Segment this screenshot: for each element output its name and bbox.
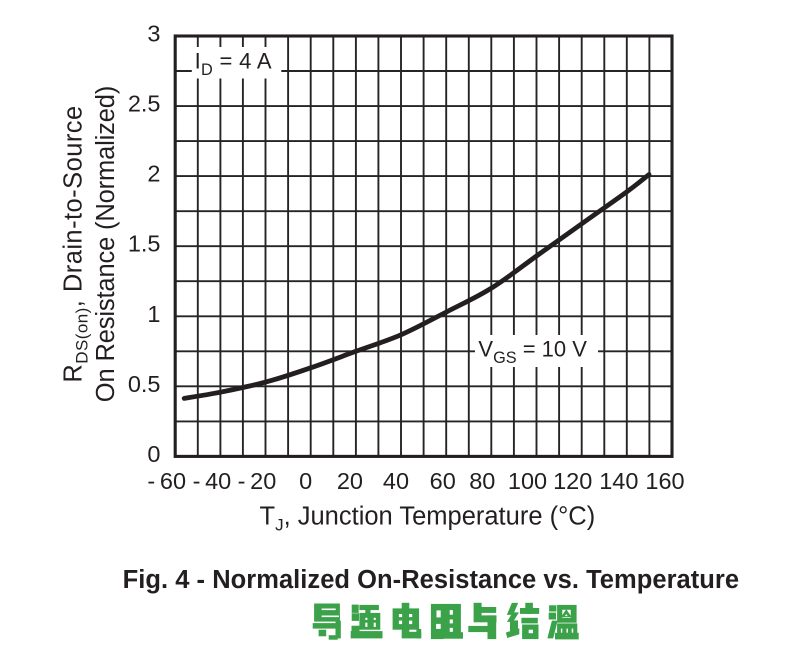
svg-text:3: 3: [147, 21, 160, 47]
svg-text:0: 0: [147, 441, 160, 467]
svg-text:20: 20: [337, 468, 363, 494]
svg-text:120: 120: [553, 468, 592, 494]
svg-text:- 20: - 20: [238, 468, 277, 494]
svg-text:60: 60: [430, 468, 456, 494]
svg-text:140: 140: [599, 468, 638, 494]
svg-text:On Resistance (Normalized): On Resistance (Normalized): [92, 86, 120, 402]
svg-text:160: 160: [645, 468, 684, 494]
svg-text:- 40: - 40: [193, 468, 232, 494]
svg-text:40: 40: [383, 468, 409, 494]
svg-text:1: 1: [147, 301, 160, 327]
svg-text:RDS(on), Drain-to-Source: RDS(on), Drain-to-Source: [60, 105, 92, 382]
svg-text:0.5: 0.5: [128, 371, 161, 397]
svg-text:Fig. 4 - Normalized On-Resista: Fig. 4 - Normalized On-Resistance vs. Te…: [123, 566, 740, 594]
svg-text:1.5: 1.5: [128, 231, 161, 257]
svg-text:2.5: 2.5: [128, 91, 161, 117]
svg-text:100: 100: [508, 468, 547, 494]
svg-text:TJ, Junction Temperature (°C): TJ, Junction Temperature (°C): [260, 503, 596, 535]
svg-text:2: 2: [147, 161, 160, 187]
svg-text:80: 80: [469, 468, 495, 494]
svg-text:0: 0: [299, 468, 312, 494]
svg-text:- 60: - 60: [147, 468, 186, 494]
